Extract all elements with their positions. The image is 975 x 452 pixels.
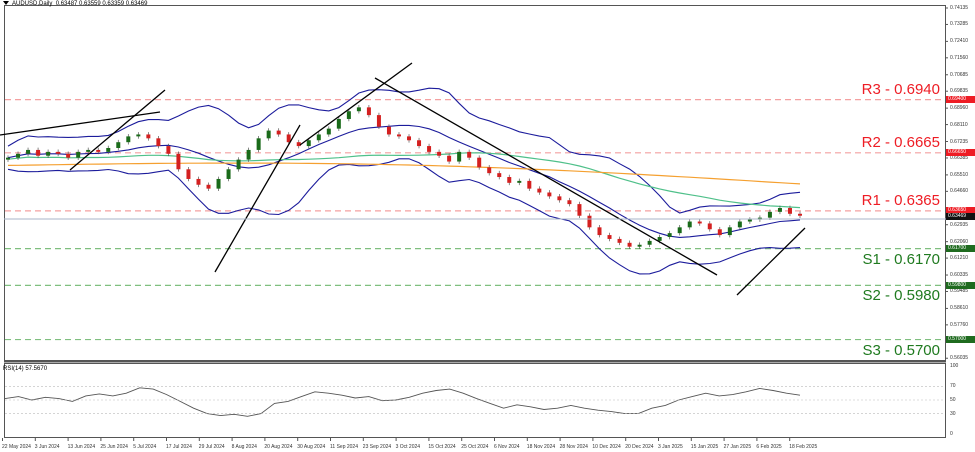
candlesticks xyxy=(6,105,802,250)
date-axis-label: 15 Oct 2024 xyxy=(428,444,456,450)
price-axis-label: 0.70685 xyxy=(950,71,969,78)
rsi-axis-label: 0 xyxy=(950,431,953,437)
price-axis-label: 0.69835 xyxy=(950,88,969,95)
level-price-tag-r2: 0.66650 xyxy=(946,149,975,157)
level-label-r2: R2 - 0.6665 xyxy=(861,133,940,151)
date-axis-label: 25 Oct 2024 xyxy=(461,444,489,450)
rsi-title: RSI(14) 57.5670 xyxy=(3,366,48,372)
date-axis-label: 8 Aug 2024 xyxy=(231,444,257,450)
ohlc-values: 0.63487 0.63559 0.63359 0.63469 xyxy=(55,1,148,7)
price-axis-label: 0.65510 xyxy=(950,171,969,178)
level-label-r3: R3 - 0.6940 xyxy=(861,80,940,98)
date-axis-label: 27 Jan 2025 xyxy=(723,444,752,450)
axis-ticks xyxy=(2,7,948,441)
price-axis-label: 0.61210 xyxy=(950,255,969,262)
date-axis-label: 5 Jul 2024 xyxy=(133,444,157,450)
date-axis-label: 15 Jan 2025 xyxy=(690,444,719,450)
rsi-panel-frame xyxy=(4,363,946,438)
main-chart-frame xyxy=(4,5,946,361)
date-axis-label: 18 Nov 2024 xyxy=(526,444,556,450)
price-axis-label: 0.74135 xyxy=(950,5,969,11)
symbol-label: AUDUSD,Daily xyxy=(12,1,53,7)
date-axis-label: 17 Jul 2024 xyxy=(166,444,192,450)
level-label-s2: S2 - 0.5980 xyxy=(862,287,940,305)
price-axis-label: 0.64660 xyxy=(950,188,969,195)
date-axis-label: 23 Sep 2024 xyxy=(362,444,392,450)
date-axis-label: 18 Feb 2025 xyxy=(789,444,818,450)
date-axis-label: 13 Jun 2024 xyxy=(67,444,96,450)
level-label-s1: S1 - 0.6170 xyxy=(862,250,940,268)
rsi-axis-label: 30 xyxy=(950,410,956,417)
price-axis-label: 0.60335 xyxy=(950,272,969,279)
price-axis-label: 0.68960 xyxy=(950,105,969,112)
price-axis-label: 0.67235 xyxy=(950,138,969,145)
price-axis-label: 0.71560 xyxy=(950,54,969,61)
price-axis-label: 0.66385 xyxy=(950,154,969,161)
current-price-tag: 0.63469 xyxy=(946,213,975,221)
date-axis-label: 29 Jul 2024 xyxy=(198,444,225,450)
date-axis-label: 25 Jun 2024 xyxy=(100,444,128,450)
price-axis-label: 0.68110 xyxy=(950,121,968,128)
date-axis-label: 6 Nov 2024 xyxy=(494,444,520,450)
price-axis-label: 0.59485 xyxy=(950,288,969,295)
price-axis-label: 0.62060 xyxy=(950,238,969,245)
moving-averages xyxy=(7,152,801,209)
chart-title: AUDUSD,Daily 0.63487 0.63559 0.63359 0.6… xyxy=(3,1,147,7)
rsi-indicator xyxy=(4,387,801,417)
date-axis-label: 3 Jan 2025 xyxy=(658,444,683,450)
rsi-axis-label: 70 xyxy=(950,383,956,390)
price-axis-label: 0.57760 xyxy=(950,321,969,328)
level-price-tag-r1: 0.63650 xyxy=(946,207,975,215)
price-axis-label: 0.73285 xyxy=(950,21,969,28)
level-price-tag-s3: 0.57000 xyxy=(946,336,975,344)
bollinger-bands xyxy=(7,87,801,275)
collapse-triangle-icon[interactable] xyxy=(3,1,9,6)
price-axis-label: 0.58610 xyxy=(950,305,969,312)
level-price-tag-s1: 0.61700 xyxy=(946,245,975,253)
date-axis-label: 6 Feb 2025 xyxy=(756,444,782,450)
date-axis-label: 20 Dec 2024 xyxy=(625,444,654,450)
date-axis-label: 28 Nov 2024 xyxy=(559,444,588,450)
level-price-tag-s2: 0.59800 xyxy=(946,281,975,289)
trendlines xyxy=(0,62,806,296)
level-label-s3: S3 - 0.5700 xyxy=(862,341,940,359)
rsi-axis-label: 50 xyxy=(950,397,956,403)
date-axis-label: 3 Oct 2024 xyxy=(395,444,421,450)
price-axis-label: 0.72410 xyxy=(950,38,969,45)
date-axis-label: 10 Dec 2024 xyxy=(592,444,621,450)
date-axis-label: 3 Jun 2024 xyxy=(34,444,60,450)
date-axis-label: 11 Sep 2024 xyxy=(330,444,358,450)
date-axis-label: 20 Aug 2024 xyxy=(264,444,293,450)
date-axis-label: 30 Aug 2024 xyxy=(297,444,326,450)
rsi-axis-label: 100 xyxy=(950,363,959,369)
date-axis-label: 22 May 2024 xyxy=(2,444,31,450)
price-axis-label: 0.56035 xyxy=(950,355,969,362)
level-price-tag-r3: 0.69400 xyxy=(946,96,975,104)
price-axis-label: 0.62935 xyxy=(950,221,969,228)
level-label-r1: R1 - 0.6365 xyxy=(861,191,940,209)
